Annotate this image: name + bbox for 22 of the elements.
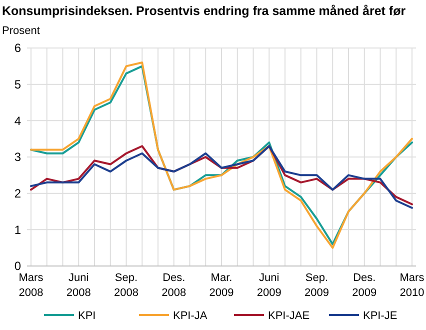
y-tick-label: 2 xyxy=(14,186,22,201)
x-tick-label: Juni 2008 xyxy=(66,272,91,299)
x-tick-label: Des. 2009 xyxy=(352,272,377,299)
legend-label: KPI-JE xyxy=(363,310,398,322)
x-tick-label: Mars 2008 xyxy=(18,272,44,299)
y-axis-title: Prosent xyxy=(2,25,40,37)
chart-title: Konsumprisindeksen. Prosentvis endring fra samme måned året før xyxy=(2,4,406,18)
y-tick-label: 5 xyxy=(14,78,22,92)
x-tick-label: Sep. 2008 xyxy=(114,272,138,299)
y-tick-label: 6 xyxy=(14,41,22,56)
legend-label: KPI-JA xyxy=(173,310,208,322)
y-tick-label: 1 xyxy=(14,222,22,237)
x-tick-label: Mars 2010 xyxy=(400,272,425,299)
legend-label: KPI-JAE xyxy=(268,310,310,322)
y-tick-label: 4 xyxy=(14,114,22,128)
x-tick-label: Des. 2008 xyxy=(162,272,186,299)
x-tick-label: Juni 2009 xyxy=(256,272,282,299)
x-tick-label: Mar. 2009 xyxy=(209,272,234,299)
legend-label: KPI xyxy=(78,310,96,322)
y-tick-label: 0 xyxy=(14,259,22,274)
x-tick-label: Sep. 2009 xyxy=(304,272,329,299)
y-tick-label: 3 xyxy=(14,150,22,164)
